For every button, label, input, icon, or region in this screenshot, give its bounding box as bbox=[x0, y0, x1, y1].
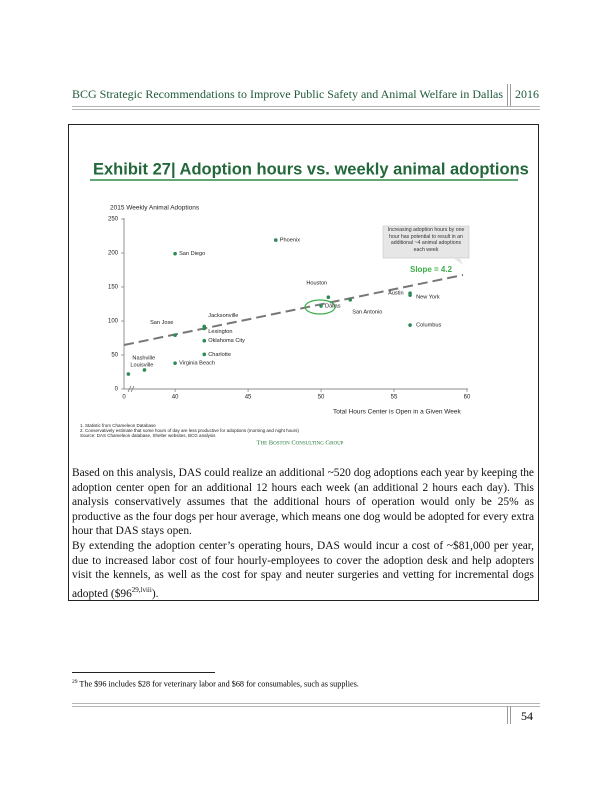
footer-rule bbox=[72, 706, 540, 707]
point-label: Jacksonville bbox=[208, 313, 238, 319]
point bbox=[126, 372, 131, 376]
point bbox=[202, 324, 207, 329]
callout-wrap: Increasing adoption hours by one hour ha… bbox=[387, 227, 465, 253]
citation: 29,lviii bbox=[131, 585, 152, 594]
callout-pointer bbox=[453, 258, 463, 265]
page-number: 54 bbox=[521, 709, 533, 723]
point-label: New York bbox=[416, 295, 440, 301]
chart-title: Exhibit 27| Adoption hours vs. weekly an… bbox=[93, 160, 529, 178]
slope-label: Slope = 4.2 bbox=[410, 265, 453, 274]
header-title: BCG Strategic Recommendations to Improve… bbox=[72, 87, 504, 101]
y-tick-label: 250 bbox=[108, 217, 119, 223]
footer-divider bbox=[507, 706, 508, 724]
paragraph-text: By extending the adoption center’s opera… bbox=[72, 540, 534, 600]
axis-break bbox=[127, 385, 135, 393]
point bbox=[142, 368, 147, 372]
exhibit-box bbox=[68, 124, 539, 601]
footnote: 29 The $96 includes $28 for veterinary l… bbox=[72, 679, 359, 689]
callout-text: Increasing adoption hours by one hour ha… bbox=[387, 227, 465, 253]
point bbox=[319, 304, 323, 308]
point-label: Austin bbox=[388, 291, 404, 297]
x-tick-label: 45 bbox=[245, 395, 252, 401]
paragraph: Based on this analysis, DAS could realiz… bbox=[72, 467, 534, 538]
point-label: Charlotte bbox=[208, 352, 231, 358]
point bbox=[173, 333, 177, 338]
paragraph: By extending the adoption center’s opera… bbox=[72, 539, 534, 601]
point-label: Dallas bbox=[325, 304, 341, 310]
y-tick-label: 0 bbox=[115, 387, 119, 393]
dallas-highlight bbox=[304, 299, 336, 315]
note: 2. Conservatively estimate that some hou… bbox=[80, 428, 299, 433]
logo: The Boston Consulting Group bbox=[257, 439, 344, 446]
point-label: Virginia Beach bbox=[179, 361, 215, 367]
footer-rule bbox=[72, 703, 540, 704]
point-label: Columbus bbox=[416, 323, 441, 329]
note: Source: DAS Chameleon database, Shelter … bbox=[80, 433, 216, 438]
paragraph-text: ). bbox=[151, 587, 159, 600]
trend-line bbox=[123, 274, 464, 346]
y-tick-label: 100 bbox=[108, 319, 119, 325]
point-label: San Jose bbox=[150, 320, 173, 326]
point-label: Louisville bbox=[130, 363, 153, 369]
y-tick-label: 200 bbox=[108, 251, 119, 257]
point bbox=[202, 352, 207, 357]
x-tick-label: 55 bbox=[391, 395, 398, 401]
point bbox=[273, 238, 278, 242]
y-tick-label: 50 bbox=[111, 353, 118, 359]
x-tick-label: 50 bbox=[318, 395, 325, 401]
header-divider bbox=[507, 84, 508, 106]
point bbox=[408, 293, 412, 297]
header-divider bbox=[510, 84, 511, 106]
point-label: Lexington bbox=[208, 329, 232, 335]
footnote-rule bbox=[72, 672, 215, 673]
x-axis-label: Total Hours Center is Open in a Given We… bbox=[333, 409, 462, 416]
point bbox=[173, 251, 177, 256]
y-axis-label: 2015 Weekly Animal Adoptions bbox=[110, 205, 200, 212]
y-tick-label: 150 bbox=[108, 285, 119, 291]
point-label: Nashville bbox=[132, 355, 155, 361]
chart: Exhibit 27| Adoption hours vs. weekly an… bbox=[80, 160, 529, 446]
point bbox=[408, 323, 412, 327]
header-rule bbox=[72, 106, 540, 107]
footer-divider bbox=[510, 706, 511, 724]
note: 1. Statistic from Chameleon Database bbox=[80, 423, 156, 428]
point-label: San Diego bbox=[179, 251, 205, 257]
x-break-label: 0 bbox=[122, 395, 126, 401]
footnote-number: 29 bbox=[72, 679, 78, 685]
point-label: Oklahoma City bbox=[208, 338, 245, 344]
point bbox=[173, 361, 177, 365]
point-label: Phoenix bbox=[280, 238, 300, 244]
x-tick-label: 40 bbox=[172, 395, 179, 401]
point bbox=[326, 295, 331, 299]
point bbox=[202, 338, 207, 343]
point-label: Houston bbox=[306, 281, 327, 287]
callout-box bbox=[382, 225, 470, 259]
x-tick-label: 60 bbox=[464, 395, 471, 401]
header-rule bbox=[72, 109, 540, 110]
header-year: 2016 bbox=[515, 87, 539, 101]
point-label: San Antonio bbox=[352, 309, 382, 315]
footnote-text: The $96 includes $28 for veterinary labo… bbox=[79, 679, 359, 689]
point bbox=[348, 298, 353, 302]
